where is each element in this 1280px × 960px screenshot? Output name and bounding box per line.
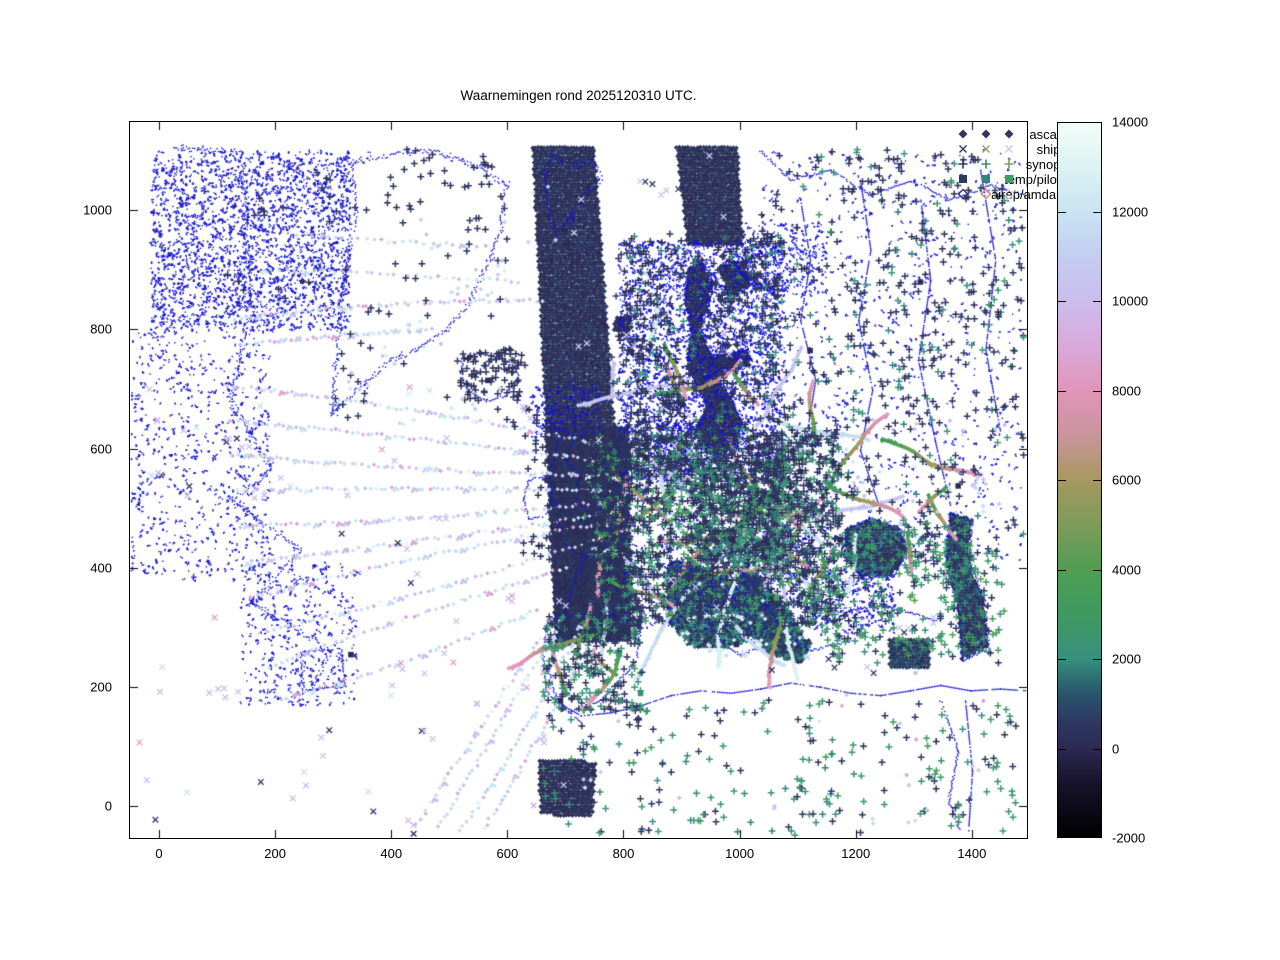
colorbar-tick-mark [1093,659,1102,660]
colorbar-tick-mark [1093,301,1102,302]
cross-icon [957,143,969,155]
cross-icon [1003,143,1015,155]
plus-icon [957,158,969,170]
legend-item-synop: synop -2H [130,157,1085,172]
plot-border [129,121,1028,839]
x-tick-label: 600 [496,846,519,861]
legend-item-ship: ship -2H [130,142,1085,157]
colorbar-tick-label: 14000 [1112,114,1149,130]
x-tick-label: 1200 [841,846,871,861]
square-icon [957,173,969,185]
x-tick-label: 0 [155,846,163,861]
y-tick-label: 600 [90,441,112,457]
colorbar-tick-mark [1093,211,1102,213]
colorbar-tick-label: -2000 [1112,830,1146,846]
y-tick-label: 200 [90,679,112,695]
y-tick-label: 400 [90,560,112,576]
scatter-map-canvas [130,122,1027,838]
square-icon [980,173,992,185]
x-tick-label: 800 [612,846,635,861]
plus-icon [980,158,992,170]
colorbar-tick-mark [1057,569,1066,571]
chart-title: Waarnemingen rond 2025120310 UTC. [460,88,697,103]
x-tick-label: 400 [380,846,403,861]
colorbar-tick-mark [1057,390,1066,392]
colorbar-tick-label: 6000 [1112,472,1141,488]
colorbar-tick-label: 10000 [1112,293,1149,309]
square-icon [1003,173,1015,185]
colorbar-tick-label: 0 [1112,741,1120,756]
colorbar-tick-mark [1057,211,1066,213]
open-diamond-icon [1003,188,1015,200]
legend-item-ascat: ascat -2H [130,127,1085,142]
colorbar-tick-label: 4000 [1112,562,1141,577]
x-tick-label: 200 [264,846,286,861]
plus-icon [1003,158,1015,170]
y-tick-label: 0 [104,798,112,814]
legend-item-temp-pilot: temp/pilot -2H [130,172,1085,187]
colorbar-tick-label: 8000 [1112,383,1141,398]
colorbar-tick-mark [1057,301,1066,302]
colorbar-tick-label: 2000 [1112,651,1141,667]
colorbar-tick-label: 12000 [1112,204,1149,219]
x-tick-label: 1000 [725,846,755,861]
colorbar-tick-mark [1093,569,1102,571]
colorbar-tick-mark [1093,390,1102,392]
x-tick-label: 1400 [957,846,987,861]
colorbar-tick-mark [1093,480,1102,481]
cross-icon [980,143,992,155]
open-diamond-icon [957,188,969,200]
colorbar-tick-mark [1057,480,1066,481]
y-tick-label: 1000 [83,202,112,218]
diamond-icon [1003,128,1015,140]
y-tick-label: 800 [90,321,112,337]
colorbar-tick-mark [1057,748,1066,750]
diamond-icon [980,128,992,140]
diamond-icon [957,128,969,140]
colorbar-tick-mark [1057,659,1066,660]
legend-item-airep-amdar: airep/amdar -2H [130,187,1085,202]
colorbar-tick-mark [1093,748,1102,750]
open-diamond-icon [980,188,992,200]
